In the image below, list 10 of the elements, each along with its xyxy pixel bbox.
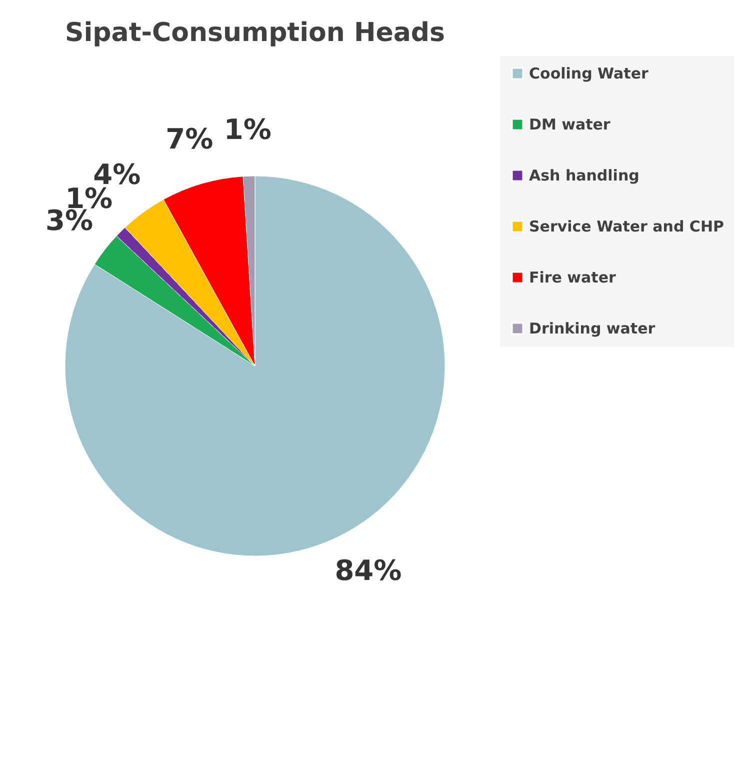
legend-label: DM water bbox=[529, 116, 611, 134]
chart-title: Sipat-Consumption Heads bbox=[65, 18, 445, 48]
data-label: 84% bbox=[334, 554, 402, 587]
legend-label: Service Water and CHP bbox=[529, 218, 724, 236]
legend-label: Drinking water bbox=[529, 320, 656, 338]
legend-label: Cooling Water bbox=[529, 64, 650, 82]
data-label: 1% bbox=[224, 113, 272, 146]
data-label: 7% bbox=[166, 122, 214, 156]
legend-label: Ash handling bbox=[529, 166, 640, 184]
legend-label: Fire water bbox=[529, 268, 617, 286]
